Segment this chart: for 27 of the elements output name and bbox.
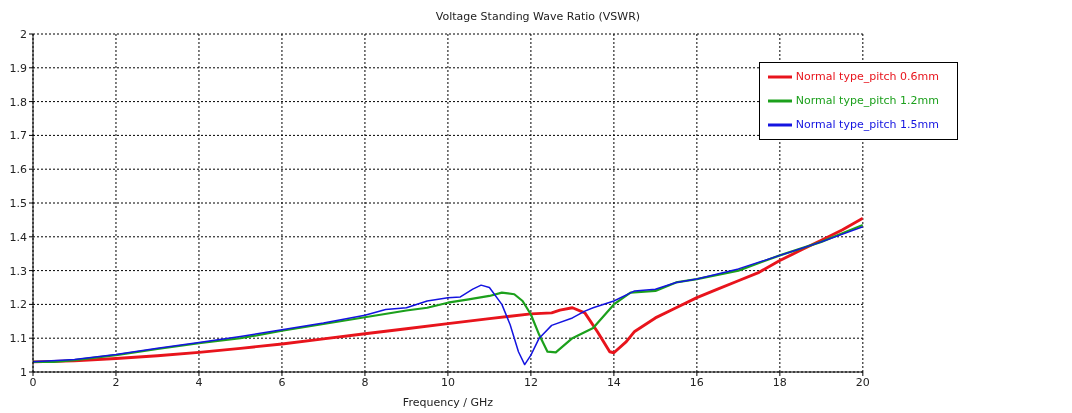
x-tick-label: 20 [855,375,870,389]
y-tick-label: 1 [20,365,27,379]
y-tick-label: 1.9 [9,61,27,75]
x-tick-label: 14 [606,375,621,389]
legend-label: Normal type_pitch 0.6mm [795,70,939,83]
y-tick-label: 2 [20,27,27,41]
y-tick-label: 1.6 [9,163,27,177]
x-tick-label: 16 [689,375,704,389]
y-tick-label: 1.8 [9,95,27,109]
x-tick-label: 4 [195,375,203,389]
x-tick-label: 8 [361,375,369,389]
y-tick-label: 1.1 [9,332,27,346]
x-tick-label: 18 [772,375,787,389]
y-tick-label: 1.2 [9,298,27,312]
x-tick-label: 0 [29,375,37,389]
y-tick-label: 1.3 [9,264,27,278]
x-tick-label: 12 [523,375,538,389]
x-tick-label: 2 [112,375,120,389]
x-tick-label: 10 [440,375,455,389]
x-tick-label: 6 [278,375,286,389]
y-tick-label: 1.4 [9,230,27,244]
y-tick-label: 1.5 [9,196,27,210]
legend-label: Normal type_pitch 1.2mm [795,94,939,107]
legend-label: Normal type_pitch 1.5mm [795,118,939,131]
y-tick-label: 1.7 [9,129,27,143]
chart-title: Voltage Standing Wave Ratio (VSWR) [434,9,642,25]
x-axis-title: Frequency / GHz [402,396,494,409]
